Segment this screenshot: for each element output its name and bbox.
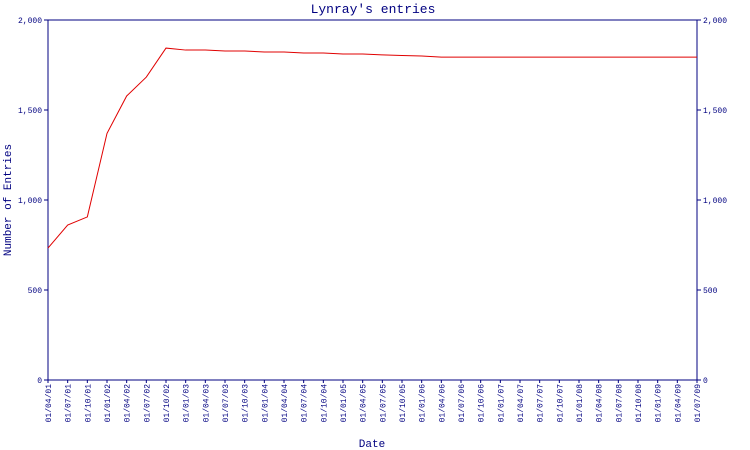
x-tick-label: 01/07/04 xyxy=(301,384,310,423)
y-tick-label: 500 xyxy=(28,287,43,296)
x-tick-label: 01/04/08 xyxy=(596,384,605,423)
x-tick-label: 01/10/06 xyxy=(478,384,487,423)
x-tick-label: 01/01/05 xyxy=(340,384,349,423)
x-tick-label: 01/07/08 xyxy=(615,384,624,423)
chart-title: Lynray's entries xyxy=(311,2,436,17)
y2-tick-label: 0 xyxy=(703,377,708,386)
x-tick-label: 01/01/07 xyxy=(497,384,506,423)
x-tick-label: 01/10/01 xyxy=(84,384,93,423)
x-tick-label: 01/10/04 xyxy=(320,384,329,423)
x-tick-label: 01/10/02 xyxy=(163,384,172,423)
x-tick-label: 01/07/01 xyxy=(65,384,74,423)
y-axis-title: Number of Entries xyxy=(3,144,15,256)
x-tick-label: 01/01/03 xyxy=(183,384,192,423)
y-tick-label: 1,500 xyxy=(18,107,42,116)
plot-frame xyxy=(47,19,698,381)
y-tick-label: 1,000 xyxy=(18,197,42,206)
x-tick-label: 01/04/05 xyxy=(360,384,369,423)
y2-tick-label: 2,000 xyxy=(703,17,727,26)
x-tick-label: 01/07/09 xyxy=(694,384,703,423)
x-tick-label: 01/07/03 xyxy=(222,384,231,423)
x-tick-label: 01/04/07 xyxy=(517,384,526,423)
y-tick-label: 2,000 xyxy=(18,17,42,26)
y-tick-label: 0 xyxy=(37,377,42,386)
x-tick-label: 01/07/07 xyxy=(537,384,546,423)
x-tick-label: 01/07/02 xyxy=(143,384,152,423)
x-tick-label: 01/04/09 xyxy=(674,384,683,423)
x-tick-label: 01/10/03 xyxy=(242,384,251,423)
x-tick-label: 01/10/05 xyxy=(399,384,408,423)
x-tick-label: 01/07/05 xyxy=(379,384,388,423)
y2-tick-label: 1,000 xyxy=(703,197,727,206)
x-tick-label: 01/01/04 xyxy=(261,384,270,423)
x-tick-label: 01/04/03 xyxy=(202,384,211,423)
y2-tick-label: 500 xyxy=(703,287,718,296)
x-tick-label: 01/01/06 xyxy=(419,384,428,423)
x-tick-label: 01/01/08 xyxy=(576,384,585,423)
x-axis-title: Date xyxy=(359,439,385,450)
x-tick-label: 01/04/06 xyxy=(438,384,447,423)
x-tick-label: 01/04/02 xyxy=(124,384,133,423)
x-tick-label: 01/04/04 xyxy=(281,384,290,423)
x-tick-label: 01/10/07 xyxy=(556,384,565,423)
x-tick-label: 01/07/06 xyxy=(458,384,467,423)
data-line xyxy=(47,47,697,249)
x-tick-label: 01/04/01 xyxy=(45,384,54,423)
x-tick-label: 01/10/08 xyxy=(635,384,644,423)
y2-tick-label: 1,500 xyxy=(703,107,727,116)
x-tick-label: 01/01/02 xyxy=(104,384,113,423)
x-tick-label: 01/01/09 xyxy=(655,384,664,423)
